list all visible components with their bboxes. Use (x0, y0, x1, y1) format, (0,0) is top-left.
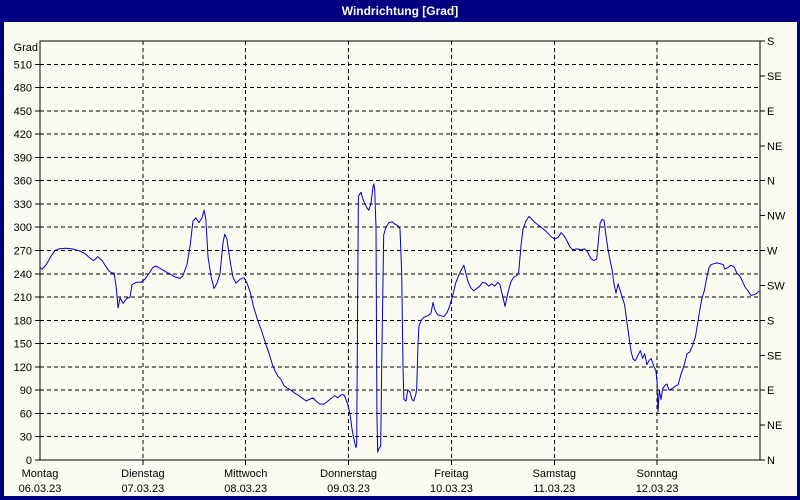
window-titlebar: Windrichtung [Grad] (0, 0, 800, 22)
y-tick-label-left: 450 (14, 106, 32, 118)
day-date-label: 09.03.23 (327, 483, 370, 495)
compass-label: NE (767, 141, 782, 153)
day-date-label: 12.03.23 (636, 483, 679, 495)
y-tick-label-left: 300 (14, 222, 32, 234)
day-date-label: 11.03.23 (533, 483, 575, 495)
wind-direction-chart: 0 30 60 90 120 150 180 210 240 270 300 330 360 390 420… (14, 36, 786, 495)
compass-label: E (767, 106, 774, 118)
wind-direction-line (39, 183, 760, 453)
y-tick-label-left: 360 (14, 176, 32, 188)
compass-label: NE (767, 420, 782, 432)
compass-label: E (767, 385, 774, 397)
window-title: Windrichtung [Grad] (341, 4, 459, 18)
compass-label: SE (767, 350, 782, 362)
day-name-label: Donnerstag (320, 468, 377, 480)
y-tick-label-left: 330 (14, 199, 32, 211)
y-tick-label-left: 420 (14, 129, 32, 141)
day-name-label: Samstag (533, 468, 576, 480)
day-date-label: 08.03.23 (224, 483, 267, 495)
y-tick-label-left: 120 (14, 362, 32, 374)
day-date-label: 10.03.23 (430, 483, 473, 495)
day-name-label: Dienstag (121, 468, 164, 480)
y-tick-label-left: 480 (14, 83, 32, 95)
compass-label: NW (767, 211, 786, 223)
day-name-label: Freitag (434, 468, 468, 480)
y-tick-label-left: 60 (20, 408, 32, 420)
compass-label: SE (767, 71, 782, 83)
y-tick-label-left: 390 (14, 152, 32, 164)
chart-area: 0 30 60 90 120 150 180 210 240 270 300 330 360 390 420… (4, 22, 797, 496)
y-tick-label-left: 150 (14, 339, 32, 351)
y-tick-label-left: 90 (20, 385, 32, 397)
compass-label: S (767, 36, 774, 48)
y-tick-label-left: 0 (26, 455, 32, 467)
y-tick-label-left: 210 (14, 292, 32, 304)
compass-label: N (767, 455, 775, 467)
y-tick-label-left: 240 (14, 269, 32, 281)
day-date-label: 06.03.23 (19, 483, 62, 495)
y-axis-unit-label: Grad (14, 42, 38, 54)
day-name-label: Sonntag (637, 468, 678, 480)
compass-label: S (767, 315, 774, 327)
compass-label: W (767, 246, 778, 258)
day-name-label: Mittwoch (224, 468, 267, 480)
compass-label: N (767, 176, 775, 188)
y-tick-label-left: 180 (14, 315, 32, 327)
day-date-label: 07.03.23 (121, 483, 164, 495)
compass-label: SW (767, 280, 785, 292)
y-tick-label-left: 30 (20, 432, 32, 444)
y-tick-label-left: 270 (14, 246, 32, 258)
day-name-label: Montag (22, 468, 59, 480)
y-tick-label-left: 510 (14, 59, 32, 71)
